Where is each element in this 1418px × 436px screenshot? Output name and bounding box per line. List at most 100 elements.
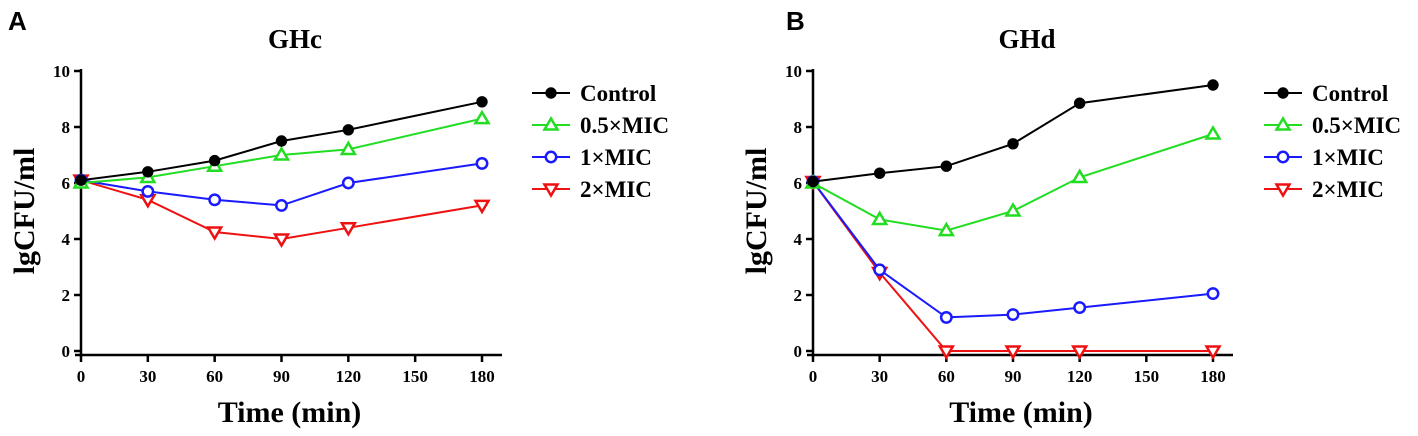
y-tick-label: 6 (794, 174, 803, 193)
data-point-0-5xmic (272, 146, 291, 161)
data-point-0-5xmic (473, 109, 491, 125)
legend-label: Control (580, 81, 656, 106)
data-point-0-5xmic (339, 140, 358, 156)
series-line-1xmic (80, 162, 483, 207)
data-point-1xmic (208, 193, 222, 207)
y-axis-label: lgCFU/ml (740, 148, 773, 275)
data-point-2xmic (339, 222, 358, 237)
series-control (807, 79, 1219, 188)
x-tick-label: 180 (1200, 367, 1226, 386)
data-point-control (75, 174, 87, 186)
legend-item-1xmic: 1×MIC (532, 145, 652, 170)
y-tick-label: 8 (62, 118, 71, 137)
data-point-2xmic (1070, 345, 1089, 360)
y-tick-label: 10 (53, 62, 70, 81)
legend-item-0-5xmic: 0.5×MIC (532, 113, 669, 138)
data-point-1xmic (341, 176, 355, 190)
data-point-control (807, 175, 819, 188)
x-tick-label: 0 (809, 367, 818, 386)
series-line-control (812, 84, 1214, 183)
x-axis-label: Time (min) (949, 396, 1093, 429)
x-tick-label: 150 (1134, 367, 1160, 386)
legend-marker (1277, 87, 1289, 99)
y-tick-label: 4 (794, 230, 803, 249)
x-tick-label: 90 (273, 367, 290, 386)
data-point-0-5xmic (870, 210, 889, 226)
legend-label: 0.5×MIC (580, 113, 669, 138)
legend-marker (542, 183, 560, 198)
data-point-control (940, 160, 953, 172)
data-point-1xmic (275, 198, 288, 212)
y-tick-label: 10 (785, 62, 802, 81)
y-tick-label: 0 (794, 342, 803, 361)
x-tick-label: 120 (336, 367, 362, 386)
panel-b: B GHd 0 2 4 6 8 10 0 30 60 90 120 150 180 Time (min) lg… (740, 6, 1401, 429)
data-point-0-5xmic (1204, 125, 1222, 140)
y-tick-label: 6 (62, 174, 71, 193)
series-1xmic (806, 175, 1220, 324)
legend-marker (544, 150, 558, 164)
data-point-control (142, 166, 154, 178)
panel-a: A GHc 0 2 4 6 8 10 0 30 60 90 120 150 180 Time (min) lg… (8, 6, 669, 429)
data-point-2xmic (1204, 345, 1222, 360)
data-point-2xmic (205, 226, 224, 241)
legend-item-control: Control (532, 81, 656, 106)
data-point-0-5xmic (937, 221, 956, 237)
data-point-control (208, 154, 221, 167)
data-point-control (1073, 97, 1086, 109)
data-point-control (1207, 79, 1219, 91)
y-tick-label: 8 (794, 118, 803, 137)
series-line-0-5xmic (812, 133, 1214, 232)
legend-marker (1274, 183, 1292, 198)
series-1xmic (74, 156, 489, 212)
legend-item-2xmic: 2×MIC (1264, 177, 1384, 202)
legend-label: 2×MIC (1312, 177, 1384, 202)
data-point-0-5xmic (1070, 168, 1089, 184)
legend-label: 2×MIC (580, 177, 652, 202)
chart-title: GHd (998, 24, 1055, 54)
data-point-1xmic (1073, 301, 1087, 315)
data-point-1xmic (1006, 308, 1020, 322)
legend-label: 1×MIC (1312, 145, 1384, 170)
data-point-control (342, 124, 355, 136)
panel-letter-b: B (786, 6, 805, 36)
series-2xmic (804, 175, 1222, 360)
panel-letter-a: A (8, 6, 27, 36)
series-line-2xmic (80, 179, 483, 241)
y-axis-label: lgCFU/ml (8, 148, 41, 275)
data-point-1xmic (141, 184, 155, 198)
x-tick-label: 90 (1005, 367, 1022, 386)
legend-item-1xmic: 1×MIC (1264, 145, 1384, 170)
series-0-5xmic (72, 109, 491, 189)
legend-marker (545, 87, 557, 99)
x-axis-label: Time (min) (218, 396, 362, 429)
data-point-control (1007, 138, 1019, 150)
data-point-2xmic (272, 233, 291, 248)
y-tick-label: 0 (62, 342, 71, 361)
data-point-2xmic (937, 345, 956, 360)
data-point-1xmic (475, 156, 489, 170)
x-tick-label: 120 (1067, 367, 1093, 386)
legend-marker (1276, 150, 1290, 164)
x-tick-label: 60 (938, 367, 955, 386)
data-point-2xmic (473, 199, 491, 215)
y-tick-label: 2 (794, 286, 803, 305)
series-line-1xmic (812, 180, 1214, 319)
chart-title: GHc (268, 24, 322, 54)
data-point-1xmic (1206, 287, 1220, 301)
x-tick-label: 150 (402, 367, 428, 386)
data-point-0-5xmic (1004, 202, 1022, 217)
x-tick-label: 30 (139, 367, 156, 386)
legend-label: 1×MIC (580, 145, 652, 170)
x-tick-label: 180 (469, 367, 495, 386)
legend-marker (1274, 116, 1292, 131)
legend-label: 0.5×MIC (1312, 113, 1401, 138)
data-point-control (275, 135, 288, 147)
data-point-control (476, 96, 488, 108)
legend-item-2xmic: 2×MIC (532, 177, 652, 202)
x-tick-label: 30 (871, 367, 888, 386)
series-control (75, 96, 488, 186)
y-tick-label: 2 (62, 286, 71, 305)
x-tick-label: 0 (77, 367, 86, 386)
